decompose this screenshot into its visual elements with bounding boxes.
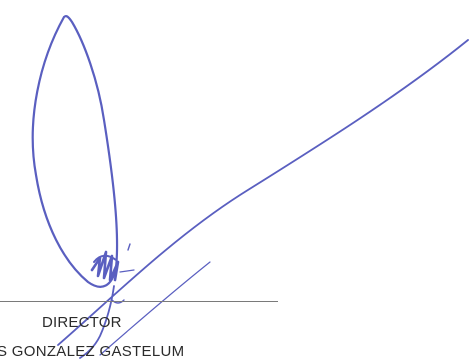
signature-line xyxy=(0,301,278,302)
signatory-name: S GONZALEZ GASTELUM xyxy=(0,343,185,360)
signatory-title: DIRECTOR xyxy=(42,314,122,331)
